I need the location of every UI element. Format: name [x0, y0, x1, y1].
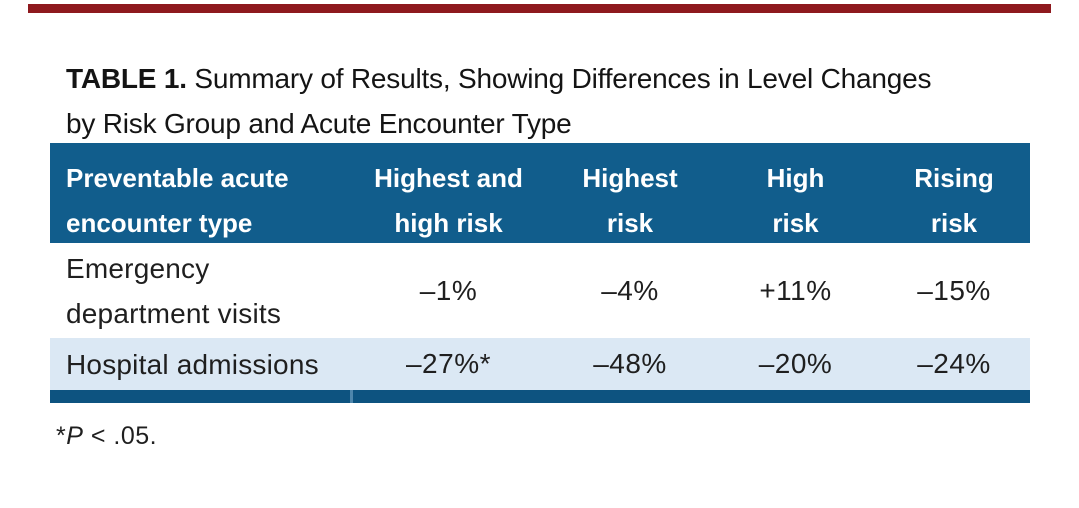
cell-ed-highest-and-high-risk: –1%: [419, 274, 478, 306]
footnote-asterisk: *: [56, 422, 67, 450]
table-title-line-2: by Risk Group and Acute Encounter Type: [66, 108, 572, 139]
table-header-row: Preventable acute encounter type Highest…: [50, 143, 1030, 243]
cell-ha-highest-risk: –48%: [593, 348, 667, 379]
row-label-emergency-department-visits: Emergency department visits: [66, 252, 282, 329]
footnote-threshold: < .05.: [83, 422, 158, 450]
cell-ed-rising-risk: –15%: [917, 274, 991, 306]
table-title-text: Summary of Results, Showing Differences …: [194, 63, 932, 94]
footnote-p-value: *P < .05.: [56, 420, 157, 452]
table-row-hospital-admissions: Hospital admissions –27%* –48% –20% –24%: [50, 338, 1030, 390]
cell-ed-high-risk: +11%: [759, 274, 832, 306]
column-header-rising-risk: Rising risk: [914, 163, 994, 238]
column-header-high-risk: High risk: [766, 163, 825, 238]
bottom-rule-column-seam: [350, 390, 353, 403]
table-row-emergency-department-visits: Emergency department visits –1% –4% +11%…: [50, 243, 1030, 338]
cell-ha-highest-and-high-risk: –27%*: [405, 348, 491, 379]
column-header-highest-and-high-risk: Highest and high risk: [374, 163, 523, 238]
table-title-line-1: TABLE 1. Summary of Results, Showing Dif…: [66, 56, 996, 101]
table-bottom-rule: [50, 390, 1030, 403]
cell-ha-rising-risk: –24%: [917, 348, 991, 379]
column-header-highest-risk: Highest risk: [582, 163, 678, 238]
column-header-encounter-type: Preventable acute encounter type: [66, 163, 289, 238]
results-table: Preventable acute encounter type Highest…: [50, 143, 1030, 403]
cell-ha-high-risk: –20%: [758, 348, 833, 379]
footnote-p-symbol: P: [66, 422, 84, 450]
row-label-hospital-admissions: Hospital admissions: [66, 348, 319, 380]
top-red-rule: [28, 4, 1051, 13]
table-number-label: TABLE 1.: [66, 63, 187, 94]
cell-ed-highest-risk: –4%: [601, 274, 659, 306]
table-title: TABLE 1. Summary of Results, Showing Dif…: [66, 56, 996, 146]
